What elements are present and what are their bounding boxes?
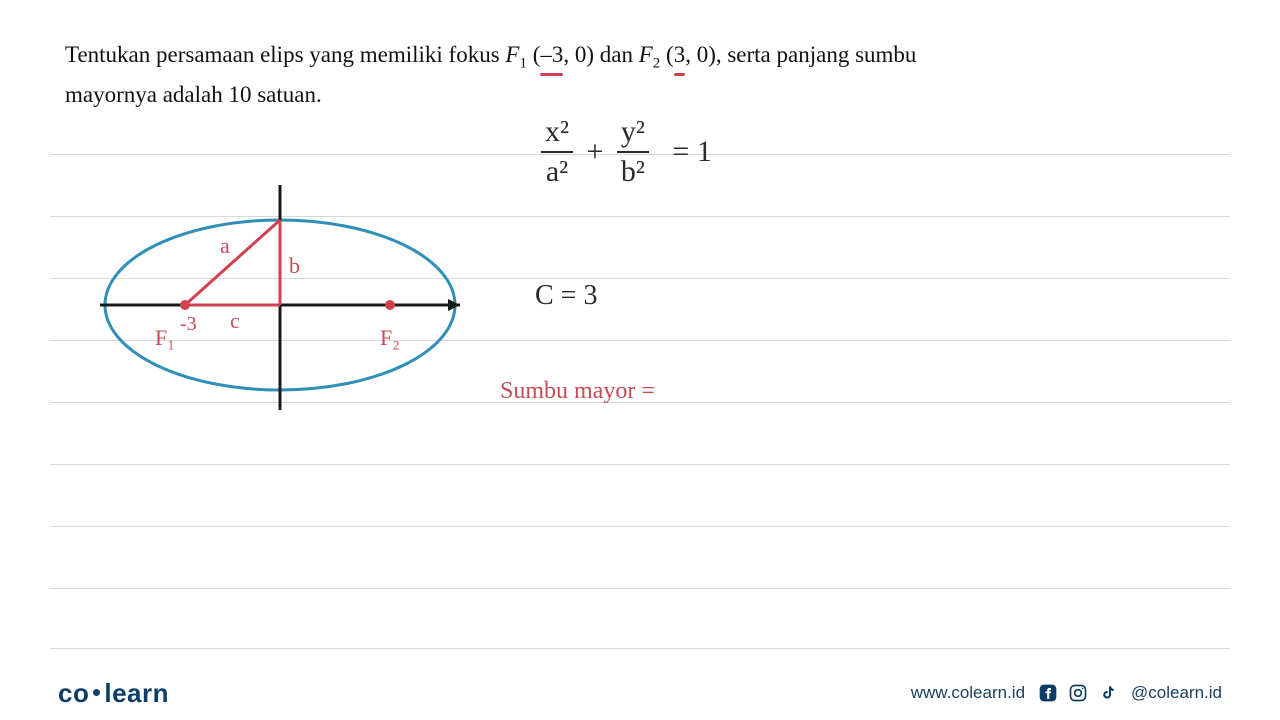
frac1-bar xyxy=(541,151,573,153)
problem-line2: mayornya adalah 10 satuan. xyxy=(65,82,322,107)
equals-one: = 1 xyxy=(672,135,711,169)
rule-line xyxy=(50,648,1230,649)
label-f2: F₂ xyxy=(380,325,400,350)
diagram-svg: a b c -3 F₁ F₂ xyxy=(80,175,480,425)
frac2-den: b² xyxy=(617,155,649,189)
page-root: Tentukan persamaan elips yang memiliki f… xyxy=(0,0,1280,720)
f1-subscript: 1 xyxy=(519,56,526,72)
label-b: b xyxy=(289,253,300,278)
label-f1: F₁ xyxy=(155,325,175,350)
label-a: a xyxy=(220,233,230,258)
facebook-icon xyxy=(1037,682,1059,704)
footer-url: www.colearn.id xyxy=(911,683,1025,703)
brand-dot-icon xyxy=(93,689,100,696)
instagram-icon xyxy=(1067,682,1089,704)
equation-ellipse: x² a² + y² b² = 1 xyxy=(535,115,712,189)
fraction-2: y² b² xyxy=(617,115,649,189)
social-icons xyxy=(1037,682,1119,704)
ellipse-diagram: a b c -3 F₁ F₂ xyxy=(80,175,480,425)
brand-part1: co xyxy=(58,678,89,708)
c-equals-3: C = 3 xyxy=(535,280,597,312)
rule-line xyxy=(50,526,1230,527)
fraction-1: x² a² xyxy=(541,115,573,189)
label-c: c xyxy=(230,308,240,333)
frac1-den: a² xyxy=(541,155,573,189)
focus1-dot xyxy=(180,300,190,310)
f2-paren-open: ( xyxy=(660,42,673,67)
plus-sign: + xyxy=(587,135,604,169)
problem-line1-pre: Tentukan persamaan elips yang memiliki f… xyxy=(65,42,505,67)
f2-symbol: F xyxy=(639,42,653,67)
brand-part2: learn xyxy=(104,678,169,708)
frac2-bar xyxy=(617,151,649,153)
tiktok-icon xyxy=(1097,682,1119,704)
brand-logo: colearn xyxy=(58,678,169,709)
f2-rest: , 0), serta panjang sumbu xyxy=(685,42,916,67)
f1-paren-open: ( xyxy=(527,42,540,67)
label-neg3: -3 xyxy=(180,313,197,335)
f2-x-value: 3 xyxy=(674,36,686,74)
footer-right: www.colearn.id @colearn.id xyxy=(911,682,1222,704)
sumbu-mayor-label: Sumbu mayor = xyxy=(500,378,655,405)
frac1-num: x² xyxy=(541,115,573,149)
rule-line xyxy=(50,464,1230,465)
problem-text: Tentukan persamaan elips yang memiliki f… xyxy=(65,36,1215,114)
f1-symbol: F xyxy=(505,42,519,67)
focus2-dot xyxy=(385,300,395,310)
rule-line xyxy=(50,588,1230,589)
triangle-hypotenuse xyxy=(185,220,280,305)
footer-bar: colearn www.colearn.id @colearn.id xyxy=(0,666,1280,720)
footer-handle: @colearn.id xyxy=(1131,683,1222,703)
f1-rest: , 0) dan xyxy=(563,42,638,67)
f1-x-value: –3 xyxy=(540,36,563,74)
frac2-num: y² xyxy=(617,115,649,149)
